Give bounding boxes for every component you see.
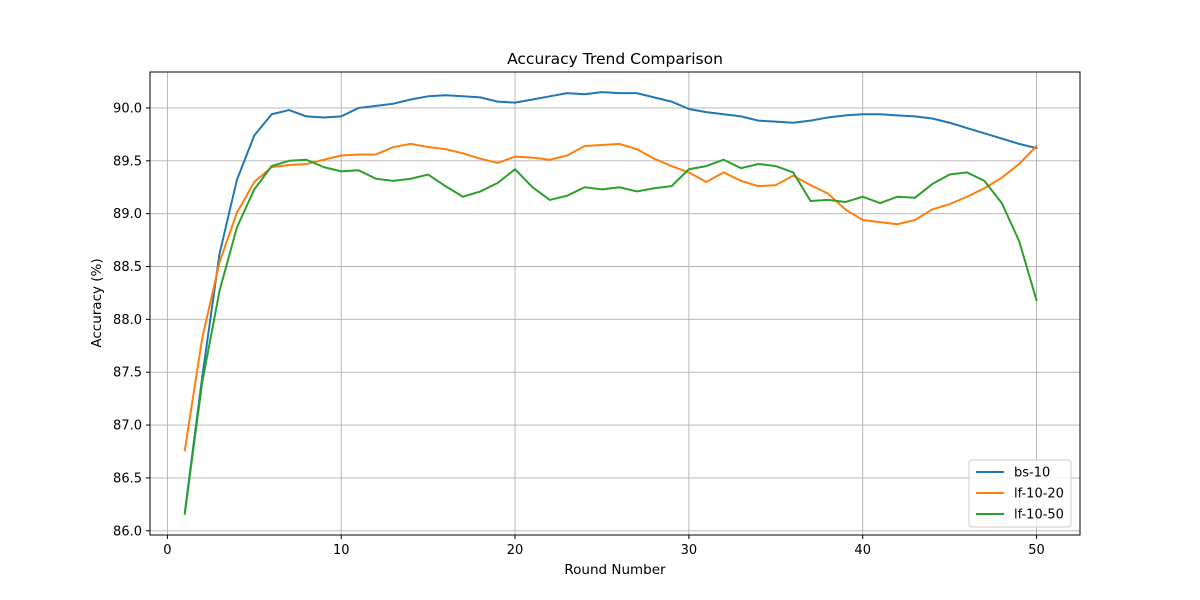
- y-tick-label: 89.0: [113, 207, 142, 222]
- y-tick-label: 87.0: [113, 419, 142, 434]
- x-tick-label: 40: [854, 543, 871, 558]
- y-tick-label: 87.5: [113, 366, 142, 381]
- series-line-bs-10: [183, 91, 1038, 514]
- tick-layer: 0 10 20 30 40 50 86.0 86.5 87.0 87.5 88.0 88.5 89.0 8…: [113, 101, 1045, 558]
- plot-frame: [149, 71, 1081, 536]
- series-line-lf-10-50: [183, 158, 1038, 515]
- x-axis-label: Round Number: [564, 562, 666, 578]
- y-tick-label: 86.0: [113, 524, 142, 539]
- y-tick-label: 88.5: [113, 260, 142, 275]
- legend-label: lf-10-50: [1014, 508, 1064, 523]
- y-tick-label: 88.0: [113, 313, 142, 328]
- y-tick-label: 86.5: [113, 471, 142, 486]
- legend: bs-10 lf-10-20 lf-10-50: [968, 459, 1072, 528]
- grid-layer: [150, 72, 1080, 535]
- series-layer: [183, 91, 1038, 515]
- x-tick-label: 20: [507, 543, 524, 558]
- x-tick-label: 50: [1028, 543, 1045, 558]
- legend-label: lf-10-20: [1014, 487, 1064, 502]
- chart-title: Accuracy Trend Comparison: [507, 50, 723, 68]
- x-tick-label: 30: [681, 543, 698, 558]
- series-line-lf-10-20: [183, 142, 1038, 452]
- y-tick-label: 89.5: [113, 154, 142, 169]
- x-tick-label: 10: [333, 543, 350, 558]
- legend-label: bs-10: [1014, 466, 1050, 481]
- x-tick-label: 0: [163, 543, 171, 558]
- legend-box: [968, 459, 1072, 528]
- y-axis-label: Accuracy (%): [89, 258, 105, 347]
- y-tick-label: 90.0: [113, 101, 142, 116]
